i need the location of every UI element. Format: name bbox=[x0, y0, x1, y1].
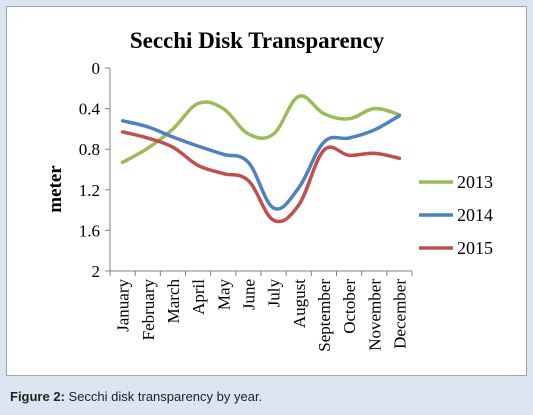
x-tick-label: April bbox=[189, 279, 208, 315]
x-tick-label: October bbox=[340, 279, 359, 334]
chart-svg: Secchi Disk Transparency meter 0 0.4 0.8 1.… bbox=[45, 28, 493, 352]
x-tick-label: September bbox=[315, 279, 334, 352]
x-tick-label: February bbox=[139, 279, 158, 341]
x-tick-label: March bbox=[164, 279, 183, 324]
series-layer bbox=[120, 94, 402, 224]
legend: 2013 2014 2015 bbox=[419, 172, 493, 258]
legend-label-2014: 2014 bbox=[457, 205, 493, 225]
x-tick-label: May bbox=[214, 279, 233, 311]
y-axis-label: meter bbox=[45, 165, 66, 213]
chart-area: Secchi Disk Transparency meter 0 0.4 0.8 1.… bbox=[6, 6, 527, 376]
y-tick-label: 0 bbox=[92, 59, 101, 78]
caption-text: Secchi disk transparency by year. bbox=[64, 389, 263, 404]
x-tick-label: January bbox=[114, 279, 133, 332]
x-tick-label: July bbox=[265, 279, 284, 308]
y-tick-label: 0.8 bbox=[79, 140, 100, 159]
x-tick-label: November bbox=[365, 279, 384, 351]
y-tick-label: 0.4 bbox=[79, 100, 101, 119]
legend-label-2015: 2015 bbox=[457, 238, 493, 258]
chart-title: Secchi Disk Transparency bbox=[130, 28, 385, 53]
x-tick-label: December bbox=[390, 279, 409, 349]
axes: 0 0.4 0.8 1.2 1.6 2 January February March April M… bbox=[79, 59, 413, 352]
series-line-2014 bbox=[120, 113, 402, 211]
series-line-2015 bbox=[120, 130, 402, 224]
x-tick-label: August bbox=[290, 279, 309, 328]
y-tick-label: 2 bbox=[92, 262, 101, 281]
x-tick-label: June bbox=[239, 279, 258, 310]
legend-label-2013: 2013 bbox=[457, 172, 493, 192]
y-tick-label: 1.6 bbox=[79, 221, 100, 240]
y-tick-label: 1.2 bbox=[79, 181, 100, 200]
figure-caption: Figure 2: Secchi disk transparency by ye… bbox=[10, 389, 262, 404]
series-line-2013 bbox=[120, 94, 402, 165]
caption-label: Figure 2: bbox=[10, 389, 65, 404]
